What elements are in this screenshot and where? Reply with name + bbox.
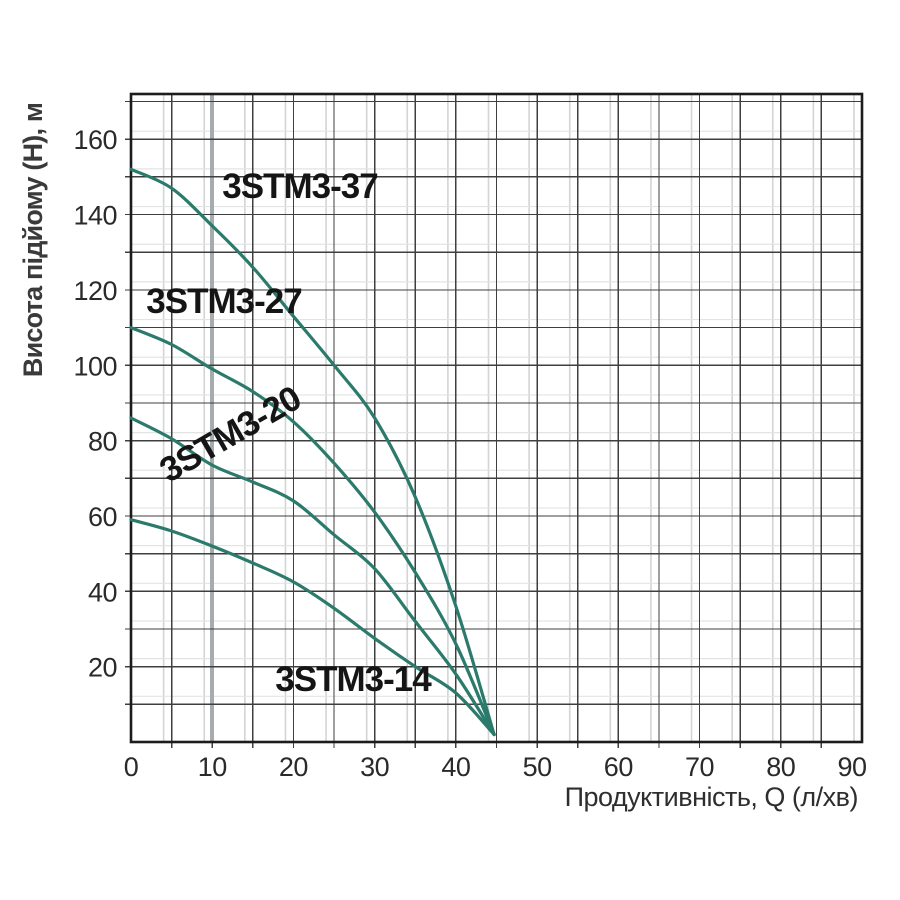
y-tick-label: 60 [88,502,117,532]
x-axis-title: Продуктивність, Q (л/хв) [565,782,858,812]
curve-3STM3-27 [129,326,496,737]
curve-3STM3-37 [129,167,496,737]
y-tick-label: 80 [88,427,117,457]
x-tick-label: 40 [441,752,470,782]
curve-label-3STM3-27: 3STM3-27 [146,282,301,321]
x-tick-label: 70 [685,752,714,782]
curve-3STM3-14 [129,518,496,737]
curve-label-3STM3-37: 3STM3-37 [222,167,377,206]
pump-curves [129,167,496,737]
y-tick-label: 100 [73,351,117,381]
y-tick-label: 40 [88,577,117,607]
y-tick-label: 120 [73,276,117,306]
x-tick-label: 10 [198,752,227,782]
curve-label-3STM3-14: 3STM3-14 [275,660,432,699]
y-tick-label: 20 [88,653,117,683]
x-tick-label: 0 [124,752,139,782]
x-tick-label: 30 [360,752,389,782]
curve-3STM3-20 [129,416,496,737]
x-tick-label: 20 [279,752,308,782]
x-tick-label: 80 [766,752,795,782]
y-axis-title: Висота підйому (Н), м [18,103,48,377]
x-tick-label: 50 [523,752,552,782]
grid-lines [131,94,862,742]
y-axis-tick-labels: 20 40 60 80 100 120 140 160 [73,125,117,682]
x-tick-label: 90 [837,752,866,782]
x-tick-label: 60 [604,752,633,782]
y-tick-label: 160 [73,125,117,155]
x-axis-tick-labels: 0 10 20 30 40 50 60 70 80 90 [124,752,867,782]
y-tick-label: 140 [73,201,117,231]
